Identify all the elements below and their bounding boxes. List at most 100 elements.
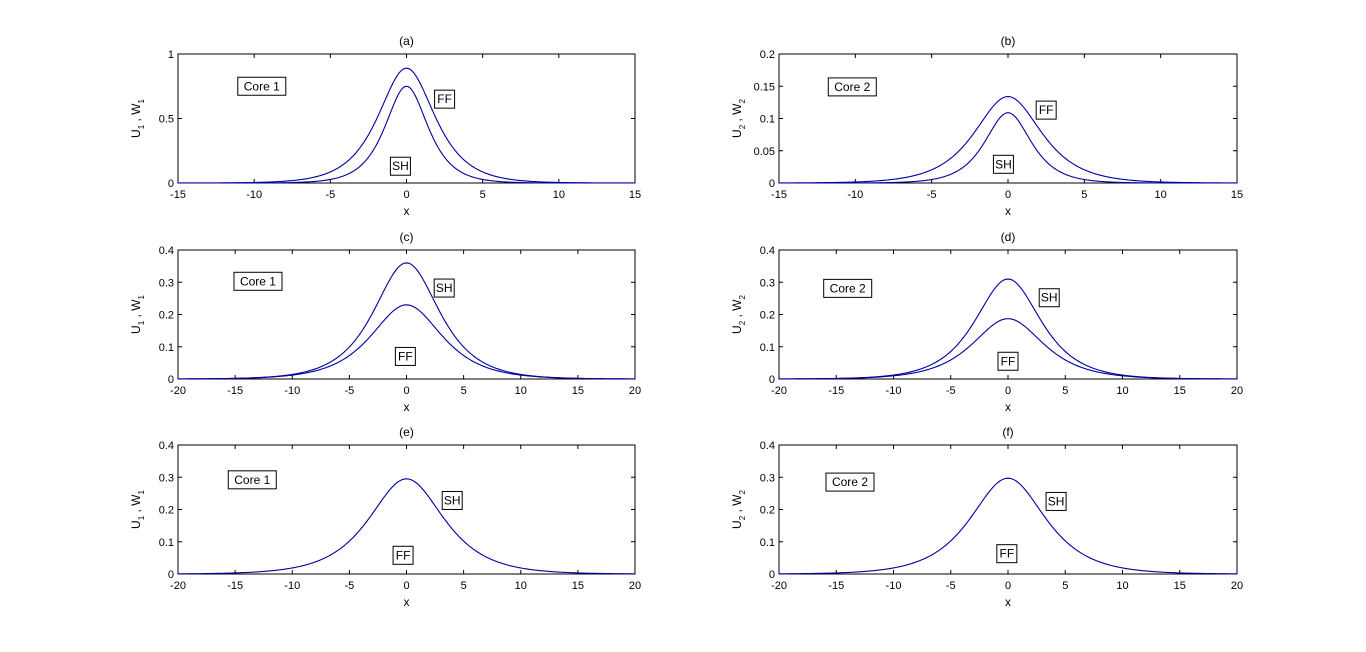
- x-axis-label: x: [1005, 595, 1011, 609]
- panel-title: (b): [1001, 34, 1016, 48]
- y-tick-label: 0: [769, 178, 775, 190]
- y-axis-label-part: U: [129, 325, 143, 334]
- annotation-text: SH: [444, 493, 461, 507]
- y-axis-label-subscript: 1: [137, 295, 146, 300]
- annotation-box: FF: [394, 346, 416, 366]
- annotation-box: SH: [992, 154, 1014, 174]
- annotation-frame: [992, 154, 1014, 174]
- x-tick-label: 10: [515, 385, 527, 397]
- annotation-frame: [1038, 288, 1060, 308]
- annotation-text: FF: [437, 92, 452, 106]
- series-line-ff: [778, 318, 1238, 380]
- series-line-sh: [778, 477, 1238, 575]
- y-axis-label-subscript: 1: [137, 124, 146, 129]
- panel-title: (d): [1001, 230, 1016, 244]
- y-axis-label-subscript: 2: [738, 490, 747, 495]
- y-tick-label: 0.2: [760, 505, 775, 517]
- x-tick-label: -10: [886, 580, 902, 592]
- x-tick-label: 15: [572, 385, 584, 397]
- y-tick-label: 0.4: [760, 245, 775, 257]
- y-axis-label-part: U: [730, 520, 744, 529]
- annotation-box: SH: [389, 156, 411, 176]
- y-axis-label-subscript: 1: [137, 515, 146, 520]
- annotation-box: Core 1: [227, 470, 277, 490]
- x-tick-label: 10: [1116, 580, 1128, 592]
- annotation-box: SH: [433, 278, 455, 298]
- annotation-text: Core 1: [240, 274, 276, 288]
- x-tick-label: 20: [629, 580, 641, 592]
- y-tick-label: 1: [168, 49, 174, 61]
- x-tick-label: -15: [227, 385, 243, 397]
- x-tick-label: -20: [170, 580, 186, 592]
- x-tick-label: 15: [1174, 385, 1186, 397]
- y-tick-label: 0.3: [760, 472, 775, 484]
- annotation-text: SH: [392, 159, 409, 173]
- x-tick-label: 20: [1231, 580, 1243, 592]
- y-axis-label-part: , W: [129, 103, 143, 125]
- annotation-text: FF: [1000, 547, 1015, 561]
- annotation-frame: [441, 490, 463, 510]
- x-tick-label: 5: [1062, 580, 1068, 592]
- x-tick-label: 5: [1062, 385, 1068, 397]
- annotation-box: Core 2: [827, 77, 877, 97]
- y-axis-label-part: U: [730, 129, 744, 138]
- annotation-box: Core 2: [825, 472, 875, 492]
- annotation-frame: [237, 76, 287, 96]
- annotation-text: SH: [995, 157, 1012, 171]
- x-tick-label: 0: [403, 580, 409, 592]
- annotation-frame: [433, 278, 455, 298]
- x-tick-label: -20: [170, 385, 186, 397]
- annotation-box: SH: [1038, 288, 1060, 308]
- x-axis-label: x: [1005, 400, 1011, 414]
- series-line-sh: [177, 478, 636, 575]
- y-tick-label: 0.1: [159, 537, 174, 549]
- y-axis-label-subscript: 1: [137, 320, 146, 325]
- x-tick-label: 10: [515, 580, 527, 592]
- annotation-box: Core 2: [823, 278, 873, 298]
- x-tick-label: -10: [284, 580, 300, 592]
- x-tick-label: 10: [1155, 189, 1167, 201]
- y-tick-label: 0.15: [754, 81, 775, 93]
- y-axis-label: U1 , W1: [129, 99, 146, 138]
- x-tick-label: 20: [629, 385, 641, 397]
- y-axis-label-part: U: [129, 129, 143, 138]
- y-tick-label: 0.1: [760, 114, 775, 126]
- x-axis-label: x: [404, 204, 410, 218]
- y-tick-label: 0.2: [760, 49, 775, 61]
- x-tick-label: 5: [480, 189, 486, 201]
- annotation-text: FF: [396, 548, 411, 562]
- annotation-text: Core 1: [234, 473, 270, 487]
- y-axis-label-subscript: 1: [137, 99, 146, 104]
- annotation-frame: [392, 545, 414, 565]
- annotation-box: FF: [392, 545, 414, 565]
- y-tick-label: 0.4: [760, 440, 775, 452]
- annotation-text: SH: [436, 281, 453, 295]
- panel-title: (f): [1002, 425, 1013, 439]
- annotation-frame: [825, 472, 875, 492]
- y-tick-label: 0: [769, 569, 775, 581]
- x-tick-label: 15: [629, 189, 641, 201]
- x-tick-label: -15: [828, 580, 844, 592]
- x-tick-label: -15: [828, 385, 844, 397]
- annotation-frame: [1035, 100, 1057, 120]
- annotation-box: SH: [441, 490, 463, 510]
- y-axis-label-subscript: 2: [738, 99, 747, 104]
- annotation-frame: [233, 271, 283, 291]
- x-tick-label: 15: [1174, 580, 1186, 592]
- y-tick-label: 0: [168, 178, 174, 190]
- annotation-box: Core 1: [237, 76, 287, 96]
- y-tick-label: 0.1: [159, 342, 174, 354]
- series-line-ff: [177, 304, 636, 380]
- x-tick-label: 15: [572, 580, 584, 592]
- x-tick-label: -5: [946, 385, 956, 397]
- y-tick-label: 0.05: [754, 146, 775, 158]
- x-tick-label: -5: [344, 580, 354, 592]
- y-axis-label-subscript: 1: [137, 490, 146, 495]
- series-line-sh: [779, 112, 1237, 184]
- y-axis-label: U1 , W1: [129, 490, 146, 529]
